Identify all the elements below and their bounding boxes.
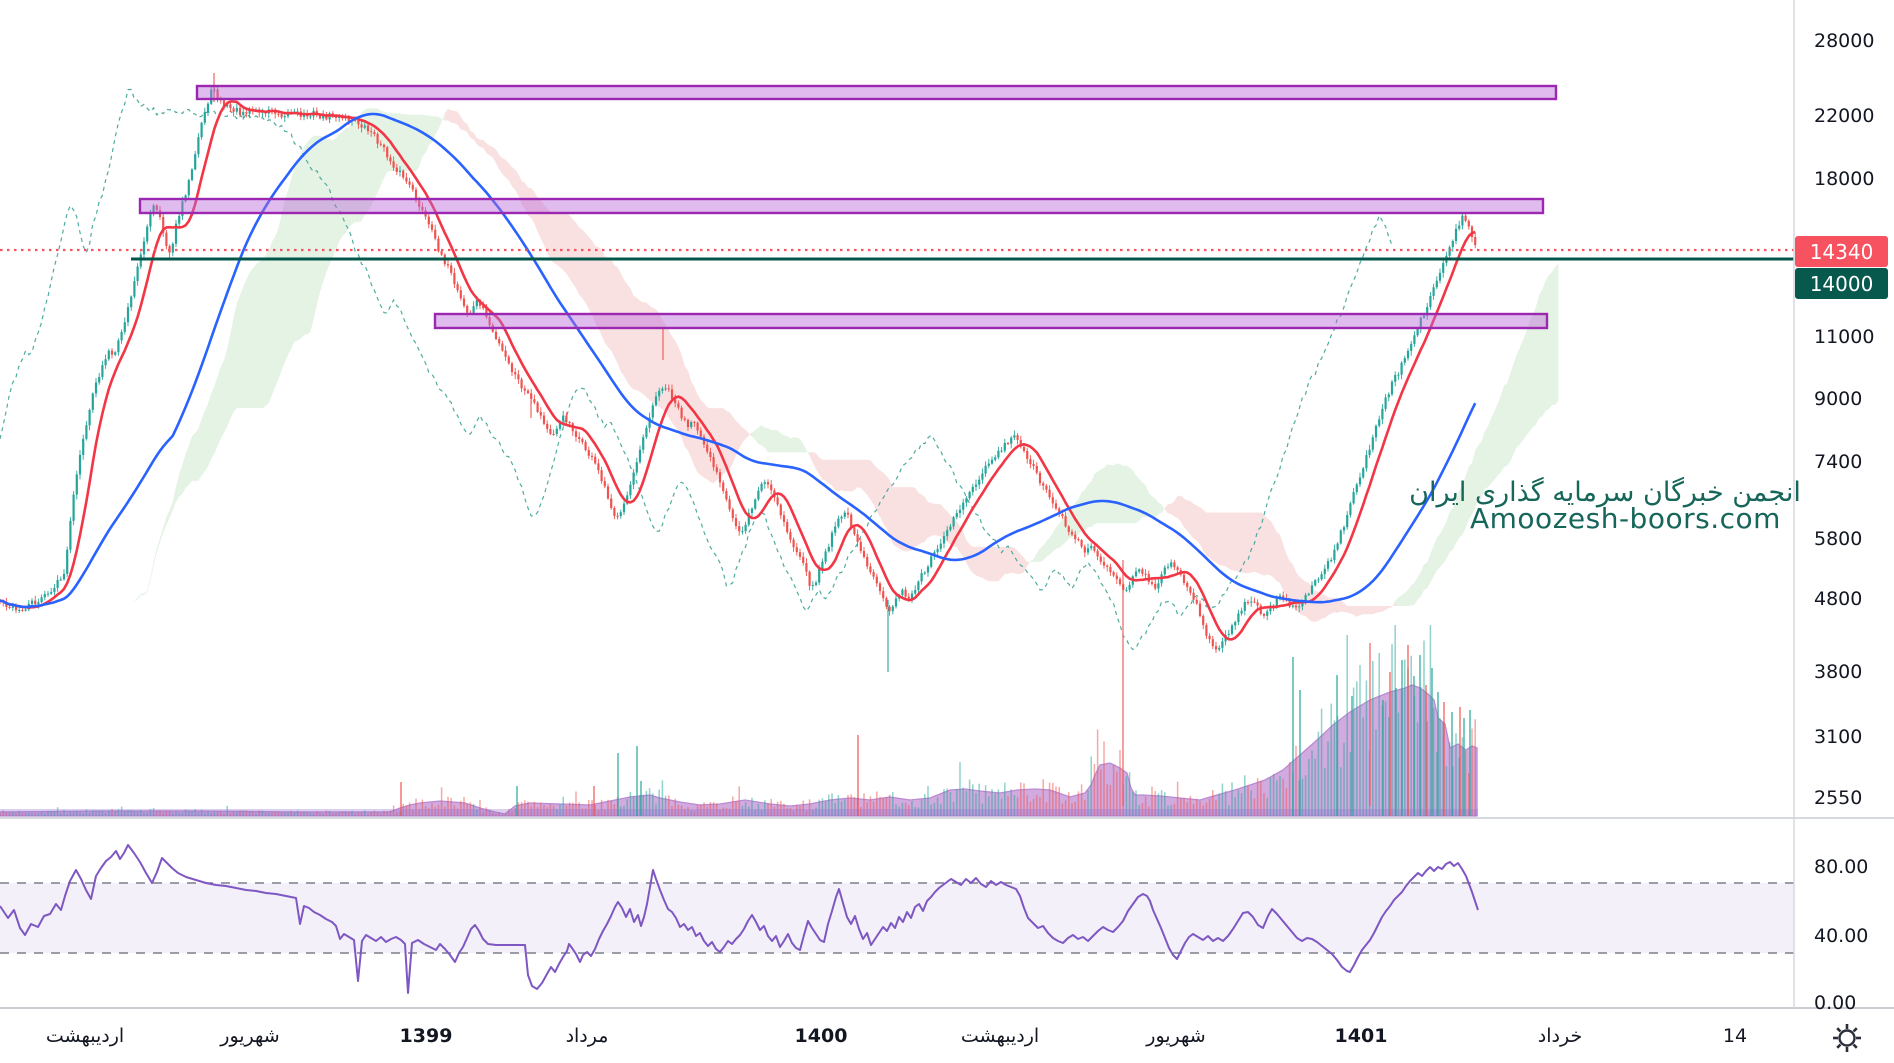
supply-demand-zones <box>138 84 1558 330</box>
rsi-panel <box>0 844 1794 994</box>
gear-sun-icon <box>1833 1024 1861 1052</box>
price-tick-2550: 2550 <box>1814 787 1862 809</box>
price-tick-3800: 3800 <box>1814 661 1862 683</box>
rsi-line <box>0 844 1479 994</box>
demand-zone-11250-11700[interactable] <box>433 312 1549 330</box>
price-tick-4800: 4800 <box>1814 588 1862 610</box>
price-tick-28000: 28000 <box>1814 30 1874 52</box>
price-tick-18000: 18000 <box>1814 168 1874 190</box>
settings-button[interactable] <box>1830 1021 1866 1055</box>
price-tick-11000: 11000 <box>1814 326 1874 348</box>
supply-zone-23300-24100[interactable] <box>195 84 1558 101</box>
time-tick-1399: 1399 <box>400 1025 453 1047</box>
price-tick-22000: 22000 <box>1814 105 1874 127</box>
time-tick-مرداد: مرداد <box>566 1025 609 1047</box>
time-tick-1401: 1401 <box>1335 1025 1388 1047</box>
time-tick-اردیبهشت: اردیبهشت <box>961 1025 1039 1047</box>
ma-fast-red <box>0 100 1476 641</box>
moving-averages <box>0 100 1477 641</box>
time-tick-1400: 1400 <box>795 1025 848 1047</box>
price-tick-3100: 3100 <box>1814 726 1862 748</box>
volume-series <box>0 624 1478 817</box>
rsi-tick-0.00: 0.00 <box>1814 992 1856 1014</box>
time-tick-شهریور: شهریور <box>219 1025 279 1047</box>
ichimoku-cloud <box>83 108 1559 622</box>
chikou-line <box>0 88 1393 651</box>
ma-slow-blue <box>0 112 1477 609</box>
rsi-tick-40.00: 40.00 <box>1814 925 1868 947</box>
line-price-label-14000: 14000 <box>1795 268 1888 299</box>
price-tick-9000: 9000 <box>1814 388 1862 410</box>
price-levels <box>0 248 1794 261</box>
time-tick-14: 14 <box>1723 1025 1747 1047</box>
price-tick-7400: 7400 <box>1814 451 1862 473</box>
time-tick-اردیبهشت: اردیبهشت <box>46 1025 124 1047</box>
rsi-tick-80.00: 80.00 <box>1814 856 1868 878</box>
candlestick-series <box>0 73 1477 806</box>
supply-zone-16250-16950[interactable] <box>138 197 1545 215</box>
time-tick-خرداد: خرداد <box>1538 1025 1582 1047</box>
price-tick-5800: 5800 <box>1814 528 1862 550</box>
last-price-label: 14340 <box>1795 236 1888 267</box>
time-tick-شهریور: شهریور <box>1145 1025 1205 1047</box>
